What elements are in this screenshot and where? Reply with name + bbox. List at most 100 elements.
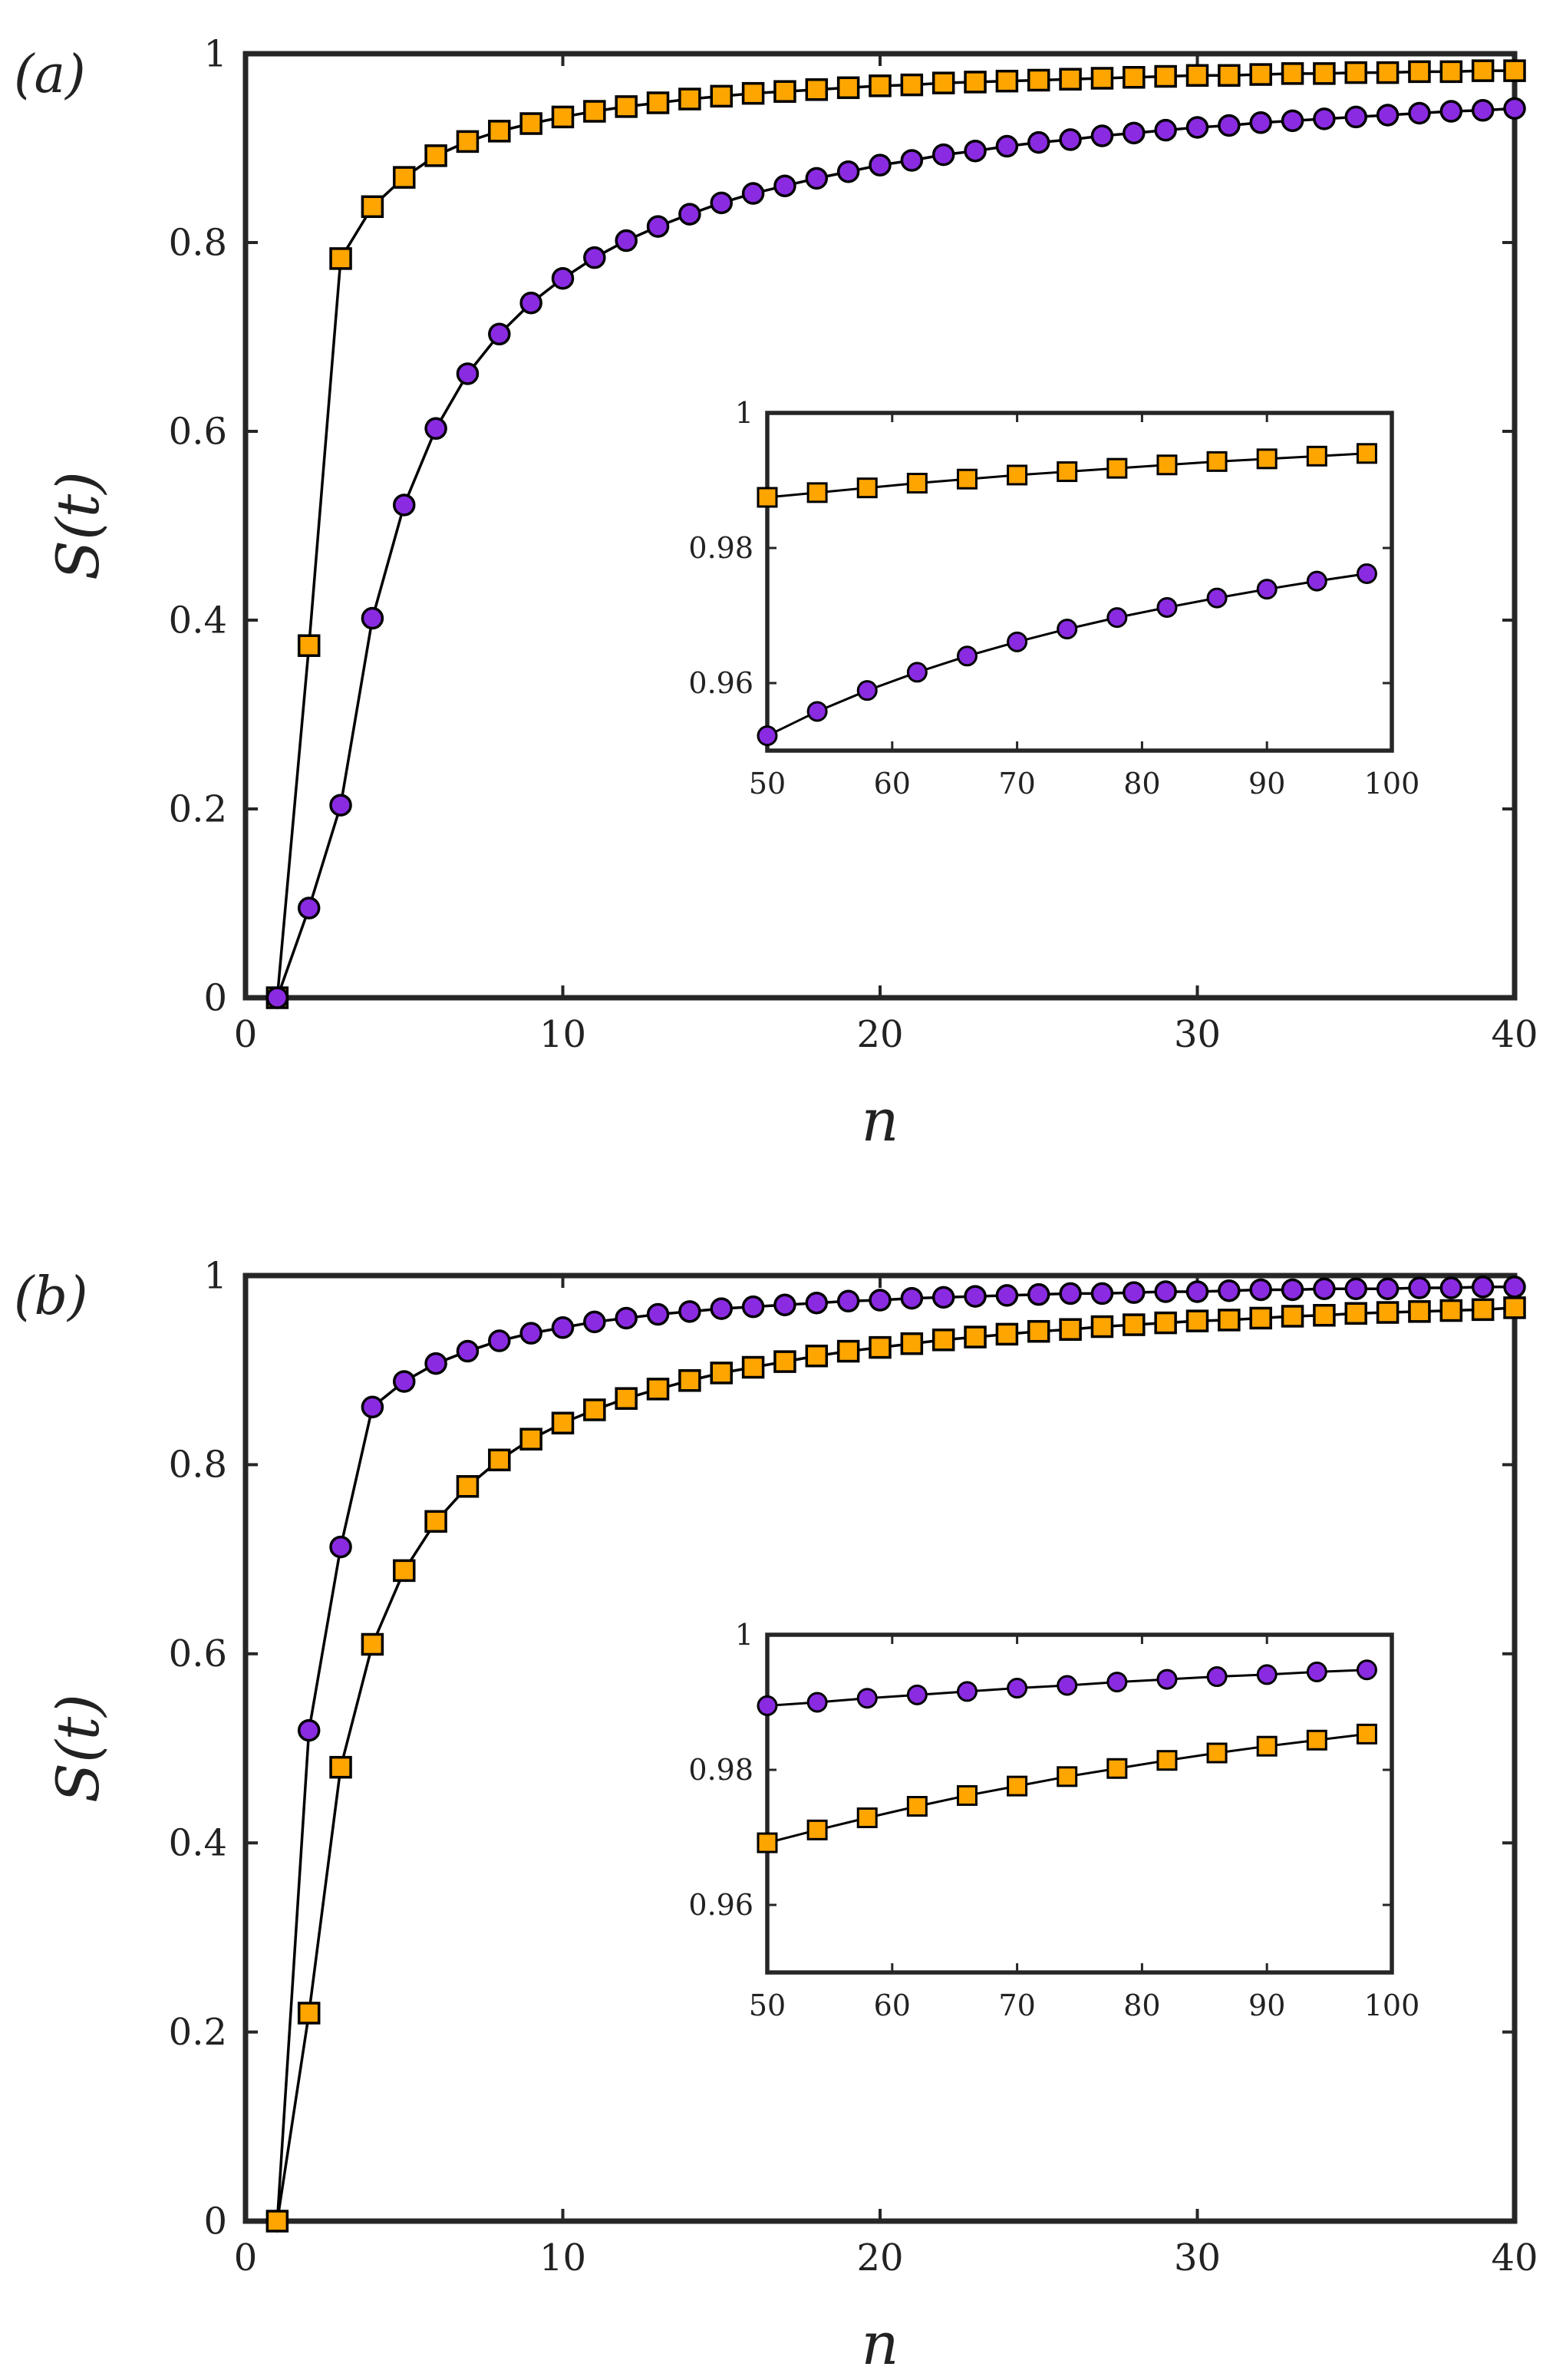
y-tick-label: 0.4 bbox=[169, 1822, 227, 1865]
circle-marker bbox=[1313, 1277, 1336, 1300]
circle-marker bbox=[583, 1310, 606, 1334]
square-marker bbox=[710, 84, 733, 108]
circle-marker bbox=[1059, 1282, 1082, 1306]
circle-marker bbox=[1123, 121, 1146, 145]
circle-marker bbox=[964, 139, 987, 163]
circle-marker bbox=[995, 1284, 1019, 1307]
inset-square-marker bbox=[1007, 464, 1028, 486]
square-marker bbox=[678, 87, 701, 111]
inset-circle-marker bbox=[757, 725, 778, 747]
inset-circle-marker bbox=[1256, 1664, 1278, 1685]
series-square bbox=[265, 59, 1526, 1009]
circle-marker bbox=[678, 203, 701, 226]
inset-circle-marker bbox=[1206, 1666, 1228, 1688]
circle-marker bbox=[456, 362, 480, 385]
square-marker bbox=[1027, 68, 1050, 92]
circle-marker bbox=[900, 1286, 924, 1310]
circle-marker bbox=[1154, 1280, 1177, 1303]
square-marker bbox=[1090, 67, 1114, 90]
y-tick-label: 0.2 bbox=[169, 787, 227, 830]
circle-marker bbox=[393, 1370, 416, 1393]
x-tick-label: 10 bbox=[539, 2236, 586, 2279]
inset-square-marker bbox=[1306, 1729, 1327, 1751]
x-tick-label: 40 bbox=[1491, 2236, 1538, 2279]
square-marker bbox=[1344, 1302, 1367, 1325]
circle-marker bbox=[964, 1285, 987, 1308]
series-line bbox=[275, 107, 1515, 999]
circle-marker bbox=[1376, 104, 1400, 127]
inset-series-square bbox=[757, 1723, 1377, 1853]
square-marker bbox=[836, 1339, 860, 1363]
series-circle bbox=[265, 97, 1526, 1009]
circle-marker bbox=[1408, 101, 1431, 125]
square-marker bbox=[1249, 63, 1272, 86]
circle-marker bbox=[805, 1291, 829, 1315]
inset-square-marker bbox=[1256, 1735, 1278, 1757]
square-marker bbox=[1503, 1296, 1526, 1319]
inset-square-marker bbox=[1156, 454, 1178, 476]
inset-circle-marker bbox=[1206, 587, 1228, 609]
inset-circle-marker bbox=[1306, 1661, 1327, 1682]
circle-marker bbox=[615, 229, 638, 253]
inset-square-marker bbox=[757, 1832, 778, 1853]
y-tick-label: 0.4 bbox=[169, 599, 227, 642]
inset-y-tick-label: 1 bbox=[735, 396, 753, 430]
square-marker bbox=[393, 1559, 416, 1583]
x-axis-title: n bbox=[862, 2309, 899, 2378]
square-marker bbox=[329, 247, 352, 270]
inset-y-tick-label: 0.96 bbox=[688, 666, 753, 700]
square-marker bbox=[710, 1362, 733, 1385]
square-marker bbox=[931, 71, 955, 94]
x-tick-label: 10 bbox=[539, 1013, 586, 1056]
square-marker bbox=[869, 1335, 892, 1359]
square-marker bbox=[995, 1322, 1019, 1346]
circle-marker bbox=[836, 160, 860, 183]
circle-marker bbox=[1439, 100, 1463, 123]
square-marker bbox=[995, 69, 1019, 93]
circle-marker bbox=[1376, 1277, 1400, 1300]
square-marker bbox=[1313, 62, 1336, 85]
inset-square-marker bbox=[1007, 1775, 1028, 1797]
circle-marker bbox=[1408, 1276, 1431, 1299]
inset-circle-marker bbox=[1156, 1669, 1178, 1690]
y-tick-label: 0 bbox=[203, 976, 227, 1019]
y-tick-label: 0 bbox=[203, 2200, 227, 2243]
circle-marker bbox=[488, 322, 511, 346]
square-marker bbox=[1154, 1311, 1177, 1335]
inset-x-tick-label: 70 bbox=[998, 1989, 1035, 2022]
square-marker bbox=[1471, 1298, 1495, 1322]
circle-marker bbox=[1027, 130, 1050, 154]
circle-marker bbox=[1123, 1281, 1146, 1304]
inset-square-marker bbox=[806, 1819, 828, 1840]
square-marker bbox=[1281, 1305, 1304, 1328]
inset-circle-marker bbox=[1256, 579, 1278, 600]
square-marker bbox=[1218, 64, 1241, 87]
inset-x-tick-label: 80 bbox=[1123, 767, 1160, 800]
panel-label: (a) bbox=[14, 45, 86, 105]
inset-circle-marker bbox=[1306, 570, 1327, 592]
square-marker bbox=[836, 76, 860, 100]
inset-square-marker bbox=[1057, 461, 1078, 483]
circle-marker bbox=[1185, 1280, 1209, 1303]
circle-marker bbox=[1218, 1279, 1241, 1302]
circle-marker bbox=[678, 1300, 701, 1323]
circle-marker bbox=[1471, 99, 1495, 122]
inset-square-marker bbox=[906, 1796, 928, 1817]
square-marker bbox=[615, 95, 638, 118]
square-marker bbox=[646, 91, 670, 114]
inset-x-tick-label: 50 bbox=[749, 1989, 786, 2022]
circle-marker bbox=[773, 174, 796, 197]
inset-square-marker bbox=[1356, 1723, 1377, 1745]
square-marker bbox=[329, 1755, 352, 1779]
circle-marker bbox=[1218, 114, 1241, 137]
square-marker bbox=[1154, 64, 1177, 88]
square-marker bbox=[1123, 1313, 1146, 1336]
inset-series-square bbox=[757, 443, 1377, 508]
inset-square-marker bbox=[757, 487, 778, 508]
square-marker bbox=[1344, 61, 1367, 84]
square-marker bbox=[583, 100, 606, 123]
circle-marker bbox=[1185, 116, 1209, 139]
circle-marker bbox=[551, 266, 575, 290]
square-marker bbox=[869, 74, 892, 97]
